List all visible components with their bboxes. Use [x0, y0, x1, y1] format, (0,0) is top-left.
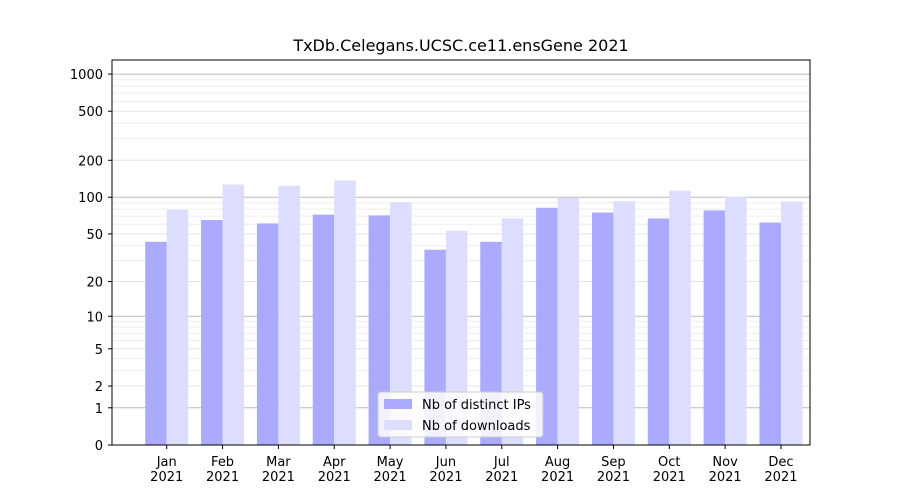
- x-tick-label: May: [377, 455, 404, 470]
- bar-downloads: [222, 184, 245, 446]
- bar-distinct-ips: [312, 214, 335, 445]
- y-tick-label: 50: [86, 228, 103, 243]
- y-tick-label: 100: [78, 191, 103, 206]
- y-tick-label: 5: [95, 343, 103, 358]
- x-tick-label: Feb: [211, 455, 234, 470]
- bar-distinct-ips: [256, 223, 279, 445]
- x-tick-label: 2021: [262, 470, 295, 485]
- y-tick-label: 2: [95, 380, 103, 395]
- bar-downloads: [166, 209, 189, 445]
- y-tick-label: 0: [95, 439, 103, 454]
- bar-downloads: [501, 218, 524, 445]
- bar-downloads: [445, 230, 468, 445]
- bar-distinct-ips: [591, 212, 614, 445]
- x-tick-label: 2021: [597, 470, 630, 485]
- x-ticks: Jan2021Feb2021Mar2021Apr2021May2021Jun20…: [150, 445, 798, 485]
- x-tick-label: 2021: [429, 470, 462, 485]
- bar-distinct-ips: [536, 207, 558, 445]
- x-tick-label: 2021: [150, 470, 183, 485]
- bar-distinct-ips: [703, 210, 726, 445]
- y-ticks: 0 1 2 5 10 20 50 100 200 500 1000: [70, 68, 112, 454]
- x-tick-label: 2021: [485, 470, 518, 485]
- x-tick-label: Jan: [156, 455, 177, 470]
- y-tick-label: 10: [86, 310, 103, 325]
- y-tick-label: 200: [78, 154, 103, 169]
- bar-downloads: [613, 201, 635, 445]
- bar-distinct-ips: [201, 220, 223, 445]
- bar-downloads: [725, 196, 747, 445]
- bar-downloads: [278, 185, 300, 445]
- bar-distinct-ips: [759, 222, 781, 445]
- x-tick-label: 2021: [206, 470, 239, 485]
- y-tick-label: 1: [95, 402, 103, 417]
- legend-label: Nb of downloads: [422, 419, 531, 434]
- legend-label: Nb of distinct IPs: [422, 398, 531, 413]
- x-tick-label: Nov: [712, 455, 738, 470]
- axes: [111, 59, 811, 446]
- x-tick-label: Jun: [435, 455, 456, 470]
- x-tick-label: 2021: [374, 470, 407, 485]
- y-tick-label: 1000: [70, 68, 103, 83]
- x-tick-label: Oct: [658, 455, 680, 470]
- y-tick-label: 500: [78, 105, 103, 120]
- x-tick-label: 2021: [653, 470, 686, 485]
- legend-swatch: [384, 420, 412, 430]
- bar-downloads: [557, 197, 580, 445]
- bar-distinct-ips: [368, 215, 391, 445]
- x-tick-label: Dec: [768, 455, 793, 470]
- x-tick-label: 2021: [764, 470, 797, 485]
- bar-downloads: [780, 201, 803, 445]
- bar-downloads: [669, 190, 691, 445]
- x-tick-label: 2021: [541, 470, 574, 485]
- bar-downloads: [390, 202, 412, 445]
- x-tick-label: Aug: [545, 455, 570, 470]
- legend-box: [377, 391, 544, 438]
- x-tick-label: 2021: [709, 470, 742, 485]
- chart-title: TxDb.Celegans.UCSC.ce11.ensGene 2021: [292, 36, 628, 55]
- bar-distinct-ips: [145, 241, 167, 445]
- axes-frame: [111, 59, 811, 446]
- legend: Nb of distinct IPs Nb of downloads: [377, 391, 544, 438]
- legend-swatch: [384, 399, 412, 409]
- x-tick-label: Apr: [323, 455, 346, 470]
- x-tick-label: Sep: [601, 455, 626, 470]
- x-tick-label: Mar: [266, 455, 291, 470]
- x-tick-label: Jul: [493, 455, 510, 470]
- bar-downloads: [334, 180, 356, 446]
- y-tick-label: 20: [86, 276, 103, 291]
- bar-distinct-ips: [647, 218, 670, 445]
- x-tick-label: 2021: [318, 470, 351, 485]
